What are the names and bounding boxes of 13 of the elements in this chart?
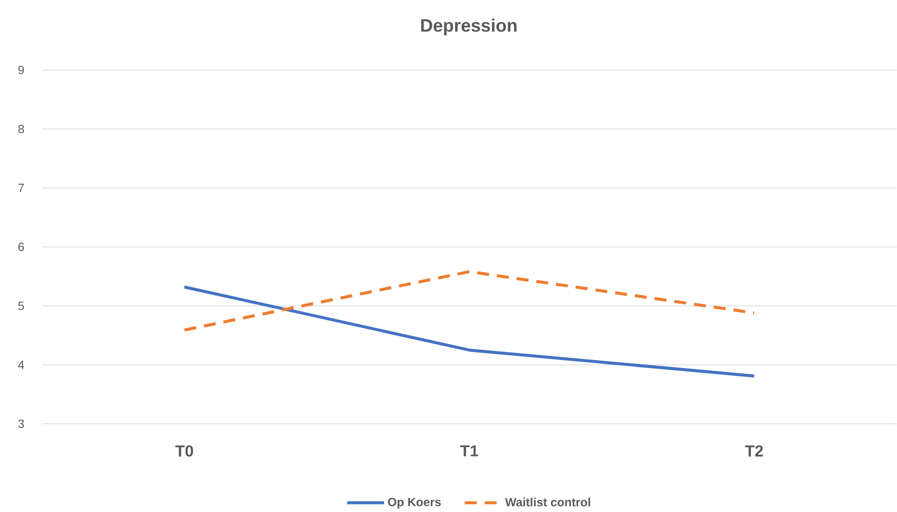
x-tick-label: T1 xyxy=(460,445,478,456)
chart-title: Depression xyxy=(421,18,516,36)
y-tick-label: 5 xyxy=(18,302,24,310)
y-tick-label: 4 xyxy=(18,360,24,370)
y-tick-label: 6 xyxy=(18,242,24,252)
y-tick-label: 7 xyxy=(18,184,24,192)
y-tick-label: 9 xyxy=(18,66,24,74)
y-tick-label: 3 xyxy=(18,420,24,428)
y-tick-label: 8 xyxy=(18,124,24,134)
legend-label: Waitlist control xyxy=(505,498,590,507)
legend-label: Op Koers xyxy=(388,498,441,509)
x-tick-label: T2 xyxy=(745,445,763,457)
x-tick-label: T0 xyxy=(175,445,194,457)
